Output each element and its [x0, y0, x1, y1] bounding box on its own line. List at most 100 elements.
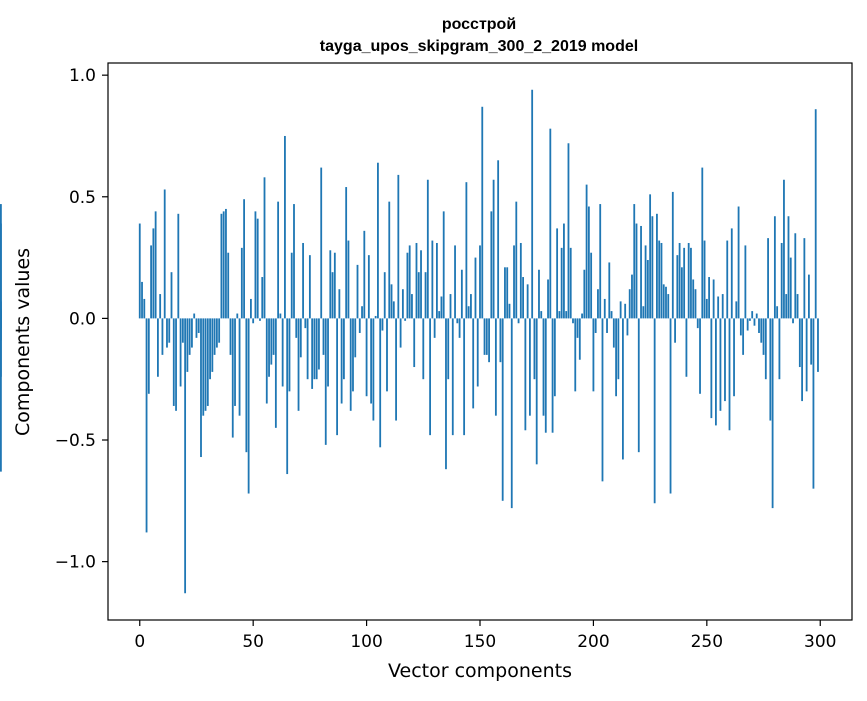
bar	[311, 318, 314, 389]
bar	[726, 240, 729, 319]
bar	[281, 318, 284, 387]
bar	[529, 318, 531, 416]
bar	[299, 318, 302, 358]
bar	[458, 318, 461, 338]
bar	[270, 318, 273, 365]
bar	[644, 245, 647, 319]
y-axis-ticks: −1.0 −0.5 0.0 0.5 1.0	[55, 66, 108, 573]
bar	[383, 272, 386, 319]
bar	[451, 318, 454, 436]
x-tick-label: 100	[350, 632, 382, 652]
bar	[263, 177, 266, 319]
bar	[755, 313, 758, 319]
x-tick-label: 200	[577, 632, 609, 652]
bar	[222, 211, 225, 319]
bar	[515, 201, 518, 319]
bar	[773, 216, 776, 319]
bar	[597, 289, 599, 319]
bar	[143, 298, 146, 319]
bar	[284, 135, 286, 319]
bar	[170, 272, 173, 319]
bar	[812, 318, 815, 489]
bar	[762, 318, 765, 355]
bar	[220, 213, 223, 319]
bar	[599, 204, 602, 319]
bar	[567, 143, 570, 319]
bar	[152, 228, 155, 319]
bar	[587, 206, 590, 319]
bar	[302, 242, 304, 319]
bar	[345, 187, 348, 319]
bar	[553, 318, 556, 397]
bar	[519, 242, 522, 319]
bar	[145, 318, 148, 533]
bar	[767, 238, 769, 319]
bar	[531, 89, 534, 319]
bar	[656, 213, 658, 319]
bar	[796, 294, 799, 319]
bar	[676, 255, 679, 319]
bar	[751, 311, 754, 319]
bar	[166, 318, 168, 348]
bar	[243, 199, 245, 319]
bar	[658, 240, 661, 319]
bar	[209, 318, 211, 380]
bar	[277, 201, 280, 319]
bar	[401, 289, 404, 319]
bar	[265, 318, 268, 404]
bar	[315, 318, 318, 380]
bars-group	[0, 89, 819, 594]
bar	[517, 318, 520, 324]
bar	[735, 301, 738, 319]
bar	[397, 174, 400, 319]
bar	[161, 318, 164, 355]
bar	[329, 250, 332, 319]
bar	[454, 245, 456, 319]
y-tick-label: 1.0	[69, 66, 96, 86]
bar	[295, 318, 298, 338]
bar	[479, 245, 481, 319]
bar	[354, 318, 357, 358]
bar	[508, 303, 511, 319]
bar	[551, 318, 554, 433]
bar	[746, 318, 749, 331]
bar	[279, 313, 282, 319]
bar	[742, 318, 745, 355]
bar	[349, 318, 352, 411]
bar	[594, 318, 597, 333]
bar	[392, 301, 395, 319]
bar	[540, 311, 543, 319]
bar	[585, 184, 588, 319]
bar	[318, 318, 320, 370]
bar	[578, 318, 581, 360]
bar	[708, 277, 710, 319]
bar	[651, 216, 654, 319]
bar	[628, 289, 631, 319]
bar	[590, 252, 593, 319]
bar	[719, 318, 722, 411]
bar	[274, 318, 277, 428]
bar	[721, 294, 724, 319]
bar	[163, 189, 166, 319]
bar	[615, 318, 617, 397]
bar	[814, 109, 817, 319]
bar	[445, 318, 447, 470]
bar	[422, 318, 425, 380]
bar	[175, 318, 177, 411]
bar	[395, 318, 397, 421]
bar	[0, 223, 2, 319]
bar	[250, 298, 252, 319]
bar	[583, 269, 586, 319]
bar	[603, 298, 606, 319]
bar	[513, 245, 515, 319]
bar	[367, 255, 370, 319]
bar	[227, 252, 230, 319]
bar	[680, 267, 683, 319]
bar	[617, 318, 620, 380]
bar	[592, 318, 595, 392]
bar	[245, 318, 248, 453]
bar	[474, 257, 477, 319]
bar	[195, 318, 198, 338]
bar	[238, 318, 241, 416]
bar	[356, 264, 359, 319]
